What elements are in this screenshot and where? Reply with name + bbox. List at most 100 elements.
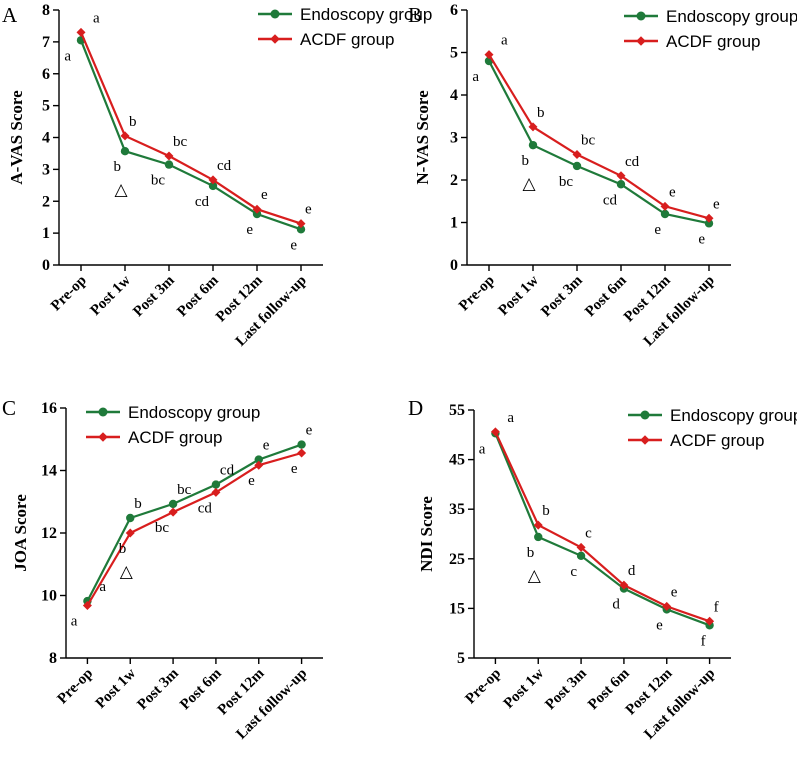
endoscopy-data-point: [534, 532, 543, 542]
x-tick-label: Pre-op: [54, 666, 96, 708]
significance-label: b: [114, 159, 122, 175]
y-tick-label: 0: [42, 257, 50, 274]
x-tick-label: Post 1w: [501, 665, 547, 711]
significance-label: b: [119, 541, 127, 557]
significance-label: e: [698, 231, 705, 247]
acdf-data-point: [76, 27, 86, 37]
legend-acdf-label: ACDF group: [666, 32, 760, 51]
y-tick-label: 4: [42, 130, 50, 147]
acdf-data-point: [296, 219, 306, 229]
y-tick-label: 6: [42, 66, 50, 83]
significance-label: f: [701, 633, 706, 649]
acdf-data-point: [490, 427, 500, 437]
acdf-data-point: [528, 122, 538, 132]
significance-label: e: [713, 196, 720, 212]
legend-endoscopy-marker: [636, 11, 646, 21]
significance-triangle: △: [528, 566, 542, 585]
acdf-data-point: [484, 50, 494, 60]
y-axis-label: NDI Score: [417, 496, 436, 572]
significance-label: e: [291, 461, 298, 477]
x-tick-label: Pre-op: [456, 273, 498, 315]
y-tick-label: 15: [449, 600, 465, 617]
y-tick-label: 5: [457, 650, 465, 667]
panel-letter: C: [2, 396, 16, 420]
significance-label: c: [570, 564, 577, 580]
y-tick-label: 45: [449, 452, 465, 469]
acdf-series-line: [494, 431, 710, 623]
y-tick-label: 2: [42, 193, 50, 210]
significance-label: d: [628, 563, 636, 579]
y-tick-label: 12: [41, 525, 57, 542]
significance-label: a: [479, 441, 486, 457]
y-tick-label: 6: [450, 2, 458, 19]
significance-label: cd: [217, 158, 232, 174]
endoscopy-data-point: [254, 455, 263, 464]
y-tick-label: 2: [450, 172, 458, 189]
y-tick-label: 8: [42, 2, 50, 19]
endoscopy-series-line: [79, 39, 302, 231]
acdf-data-point: [252, 204, 262, 214]
endoscopy-series-line: [488, 60, 710, 225]
x-tick-label: Post 3m: [130, 272, 178, 320]
significance-label: a: [472, 69, 479, 85]
significance-label: e: [261, 187, 268, 203]
significance-label: e: [248, 473, 255, 489]
significance-label: b: [134, 496, 142, 512]
endoscopy-data-point: [704, 219, 714, 228]
acdf-data-point: [120, 131, 130, 141]
endoscopy-data-point: [211, 480, 221, 489]
x-tick-label: Post 3m: [542, 665, 590, 713]
significance-label: bc: [559, 174, 574, 190]
x-tick-label: Pre-op: [48, 273, 90, 315]
significance-label: d: [612, 597, 620, 613]
acdf-data-point: [704, 213, 714, 223]
acdf-data-point: [164, 151, 174, 161]
significance-label: cd: [625, 154, 640, 170]
legend-endoscopy-label: Endoscopy group: [670, 406, 797, 425]
y-tick-label: 55: [449, 402, 465, 419]
endoscopy-data-point: [660, 209, 670, 219]
endoscopy-series-line: [86, 443, 302, 602]
y-tick-label: 14: [41, 463, 57, 480]
acdf-data-point: [82, 601, 92, 610]
significance-label: bc: [151, 173, 166, 189]
significance-label: e: [263, 438, 270, 454]
legend-endoscopy-marker: [270, 9, 280, 19]
acdf-data-point: [705, 616, 715, 626]
y-axis-label: JOA Score: [11, 494, 30, 572]
acdf-data-point: [125, 528, 135, 538]
acdf-data-point: [254, 460, 264, 470]
x-tick-label: Post 3m: [538, 272, 586, 320]
significance-label: e: [305, 202, 312, 218]
acdf-data-point: [576, 542, 586, 552]
significance-label: f: [714, 599, 719, 615]
endoscopy-data-point: [576, 551, 586, 561]
significance-label: a: [501, 33, 508, 49]
legend-acdf-label: ACDF group: [300, 30, 394, 49]
significance-label: e: [306, 423, 313, 439]
significance-label: e: [654, 222, 661, 238]
legend-endoscopy-label: Endoscopy group: [300, 5, 432, 24]
significance-label: bc: [177, 482, 192, 498]
significance-label: bc: [155, 520, 170, 536]
y-tick-label: 16: [41, 400, 57, 417]
acdf-data-point: [619, 580, 629, 590]
legend-endoscopy-marker: [98, 407, 108, 417]
significance-label: e: [246, 222, 253, 238]
y-axis-label: N-VAS Score: [413, 90, 432, 185]
significance-label: e: [656, 617, 663, 633]
significance-label: bc: [581, 133, 596, 149]
y-tick-label: 3: [450, 130, 458, 147]
y-tick-label: 35: [449, 501, 465, 518]
acdf-data-point: [211, 487, 221, 497]
endoscopy-data-point: [297, 440, 306, 449]
significance-label: a: [99, 579, 106, 595]
significance-label: a: [507, 410, 514, 426]
significance-label: b: [527, 545, 535, 561]
endoscopy-data-point: [168, 499, 178, 509]
y-tick-label: 5: [450, 45, 458, 62]
acdf-data-point: [572, 150, 582, 159]
significance-triangle: △: [114, 180, 128, 199]
